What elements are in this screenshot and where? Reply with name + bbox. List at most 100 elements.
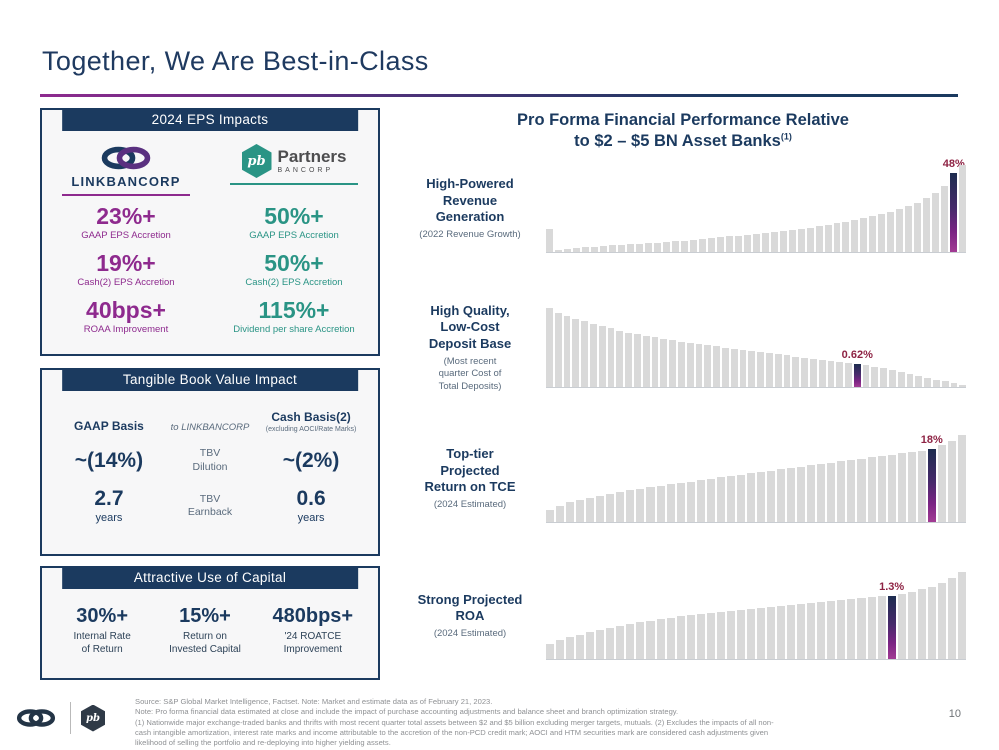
peer-bar xyxy=(651,337,659,387)
peer-bar xyxy=(905,206,913,252)
peer-bar xyxy=(676,483,685,522)
peer-bar xyxy=(666,484,675,522)
chart-title: Strong Projected ROA xyxy=(417,591,523,623)
peer-bar xyxy=(656,485,665,522)
peer-bar xyxy=(862,365,870,387)
peer-bar xyxy=(917,450,926,522)
peer-bar xyxy=(787,605,796,659)
peer-bar xyxy=(576,499,585,522)
charts-title-line1: Pro Forma Financial Performance Relative xyxy=(517,111,849,129)
peer-bar xyxy=(546,229,553,252)
chart-label-roa: Strong Projected ROA (2024 Estimated) xyxy=(402,592,538,641)
peer-bar xyxy=(616,492,625,522)
chart-label-cost-of-deposits: High Quality, Low-Cost Deposit Base (Mos… xyxy=(402,303,538,393)
peer-bar xyxy=(807,465,816,522)
chart-title: High Quality, Low-Cost Deposit Base xyxy=(428,303,512,351)
tbv-earnback-cash-value: 0.6 xyxy=(296,487,326,511)
tbv-earnback-gaap: 2.7 years xyxy=(56,488,162,524)
peer-bar xyxy=(947,578,956,659)
peer-bar xyxy=(923,197,931,252)
peer-bar xyxy=(671,241,679,252)
capital-stats-grid: 30%+ Internal Rate of Return 15%+ Return… xyxy=(42,568,378,656)
peer-bar xyxy=(662,241,670,252)
bar-chart-revenue-growth: 48% xyxy=(546,158,967,253)
peer-bar xyxy=(734,235,742,252)
peer-bar xyxy=(860,218,868,252)
bar-chart-roa: 1.3% xyxy=(546,572,966,660)
peer-bar xyxy=(660,338,668,387)
page-number: 10 xyxy=(948,708,961,720)
peer-bar xyxy=(877,456,886,522)
peer-bar xyxy=(653,242,661,252)
peer-bar xyxy=(646,620,655,659)
page-title: Together, We Are Best-in-Class xyxy=(42,46,429,76)
peer-bar xyxy=(696,480,705,522)
peer-bar xyxy=(625,332,632,387)
peer-bar xyxy=(877,596,886,659)
peer-bar xyxy=(801,357,808,387)
peer-bar xyxy=(554,312,562,387)
peer-bar xyxy=(914,202,922,252)
peer-bar xyxy=(889,370,896,387)
peer-bar xyxy=(806,227,814,252)
peer-bar xyxy=(556,640,565,659)
peer-bar xyxy=(739,349,747,387)
link-rings-icon xyxy=(16,709,56,727)
chart-sublabel: (2024 Estimated) xyxy=(433,499,507,511)
peer-bar xyxy=(827,462,836,522)
peer-bar xyxy=(563,315,571,387)
chart-title: High-Powered Revenue Generation xyxy=(426,176,514,224)
peer-bar xyxy=(566,501,575,522)
peer-bar xyxy=(757,352,764,387)
peer-bar xyxy=(704,345,712,387)
tbv-dilution-gaap: ~(14%) xyxy=(74,449,144,473)
tbv-earnback-gaap-value: 2.7 xyxy=(94,487,124,511)
peer-bar xyxy=(756,472,766,522)
peer-bar xyxy=(646,487,655,522)
peer-bar xyxy=(726,611,735,659)
highlighted-company-bar: 1.3% xyxy=(879,581,904,659)
peer-bar xyxy=(752,233,760,252)
peer-bar xyxy=(689,239,697,252)
highlight-value-label: 0.62% xyxy=(841,348,873,361)
peer-bar xyxy=(642,335,650,387)
peer-bar xyxy=(596,629,605,659)
peer-bar xyxy=(842,221,850,252)
link-rings-icon xyxy=(101,146,151,170)
peer-bar xyxy=(833,223,841,252)
chart-label-return-on-tce: Top-tier Projected Return on TCE (2024 E… xyxy=(402,446,538,511)
stat-value: 40bps+ xyxy=(86,297,166,324)
pb-hexagon-icon: pb xyxy=(81,704,105,732)
peer-bar xyxy=(818,359,826,387)
highlighted-company-bar: 48% xyxy=(943,158,965,252)
tbv-col-mid: to LINKBANCORP xyxy=(170,422,250,433)
footer-logo-divider xyxy=(70,702,71,734)
eps-impacts-panel: 2024 EPS Impacts LINKBANCORP pb Partners xyxy=(40,108,380,356)
stat-label: '24 ROATCE Improvement xyxy=(283,631,342,655)
peer-bar xyxy=(581,321,588,387)
peer-bar xyxy=(666,617,675,659)
peer-bar xyxy=(869,216,877,252)
peer-bar xyxy=(556,505,565,522)
peer-bar xyxy=(797,604,806,659)
peer-bar xyxy=(947,441,956,522)
peer-bar xyxy=(581,247,589,252)
footnote-line: (1) Nationwide major exchange-traded ban… xyxy=(135,717,774,727)
peer-bar xyxy=(837,461,846,522)
peer-bar xyxy=(907,591,916,659)
peer-bar xyxy=(676,616,685,659)
peer-bar xyxy=(777,606,786,659)
peer-bar xyxy=(721,347,729,387)
peer-bar xyxy=(887,454,896,522)
peer-bar xyxy=(716,477,725,522)
peer-bar xyxy=(887,211,895,252)
charts-title-footnote-ref: (1) xyxy=(780,131,792,142)
bar-chart-return-on-tce: 18% xyxy=(546,434,966,523)
peer-bar xyxy=(616,625,625,659)
peer-bar xyxy=(906,373,914,387)
peer-bar xyxy=(765,353,773,387)
peer-bar xyxy=(767,607,776,659)
peer-bar xyxy=(680,240,688,252)
peer-bar xyxy=(857,458,866,522)
peer-bar xyxy=(959,384,967,387)
